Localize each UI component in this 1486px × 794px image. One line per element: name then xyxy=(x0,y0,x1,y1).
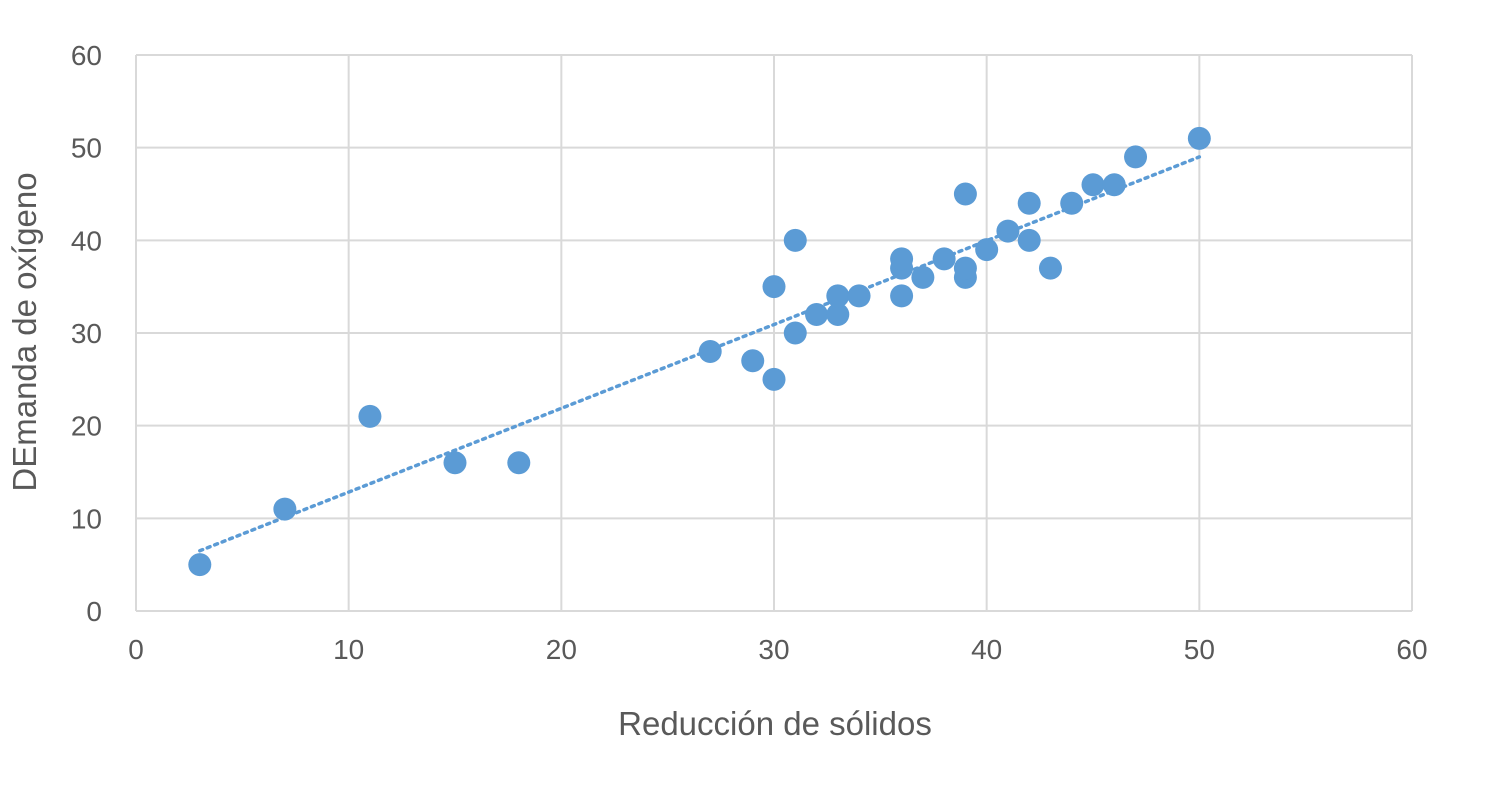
y-tick-label: 40 xyxy=(71,225,102,256)
data-point xyxy=(890,284,914,308)
x-tick-label: 30 xyxy=(758,634,789,665)
data-point xyxy=(1102,173,1126,197)
x-tick-label: 20 xyxy=(546,634,577,665)
data-point xyxy=(443,451,467,475)
y-tick-label: 60 xyxy=(71,40,102,71)
data-point xyxy=(911,265,935,289)
data-points xyxy=(188,126,1211,577)
data-point xyxy=(953,182,977,206)
data-point xyxy=(996,219,1020,243)
y-tick-label: 20 xyxy=(71,411,102,442)
data-point xyxy=(1017,191,1041,215)
data-point xyxy=(741,349,765,373)
data-point xyxy=(1017,228,1041,252)
data-point xyxy=(762,367,786,391)
data-point xyxy=(890,247,914,271)
data-point xyxy=(783,321,807,345)
data-point xyxy=(975,238,999,262)
x-tick-label: 60 xyxy=(1396,634,1427,665)
data-point xyxy=(1187,126,1211,150)
y-axis-title: DEmanda de oxígeno xyxy=(6,172,43,491)
data-point xyxy=(1124,145,1148,169)
data-point xyxy=(1038,256,1062,280)
data-point xyxy=(698,340,722,364)
data-point xyxy=(1060,191,1084,215)
data-point xyxy=(507,451,531,475)
data-point xyxy=(783,228,807,252)
data-point xyxy=(826,302,850,326)
x-tick-label: 50 xyxy=(1184,634,1215,665)
data-point xyxy=(953,256,977,280)
tick-labels: 0 10 20 30 40 50 60 0 10 20 30 40 50 60 xyxy=(71,40,1428,665)
y-tick-label: 50 xyxy=(71,133,102,164)
x-axis-title: Reducción de sólidos xyxy=(618,705,932,742)
x-tick-label: 40 xyxy=(971,634,1002,665)
y-tick-label: 10 xyxy=(71,503,102,534)
x-tick-label: 10 xyxy=(333,634,364,665)
x-tick-label: 0 xyxy=(128,634,144,665)
data-point xyxy=(826,284,850,308)
gridlines xyxy=(135,54,1413,612)
y-tick-label: 0 xyxy=(86,596,102,627)
data-point xyxy=(847,284,871,308)
data-point xyxy=(932,247,956,271)
data-point xyxy=(1081,173,1105,197)
data-point xyxy=(273,497,297,521)
data-point xyxy=(188,553,212,577)
data-point xyxy=(762,275,786,299)
data-point xyxy=(805,302,829,326)
y-tick-label: 30 xyxy=(71,318,102,349)
data-point xyxy=(358,404,382,428)
